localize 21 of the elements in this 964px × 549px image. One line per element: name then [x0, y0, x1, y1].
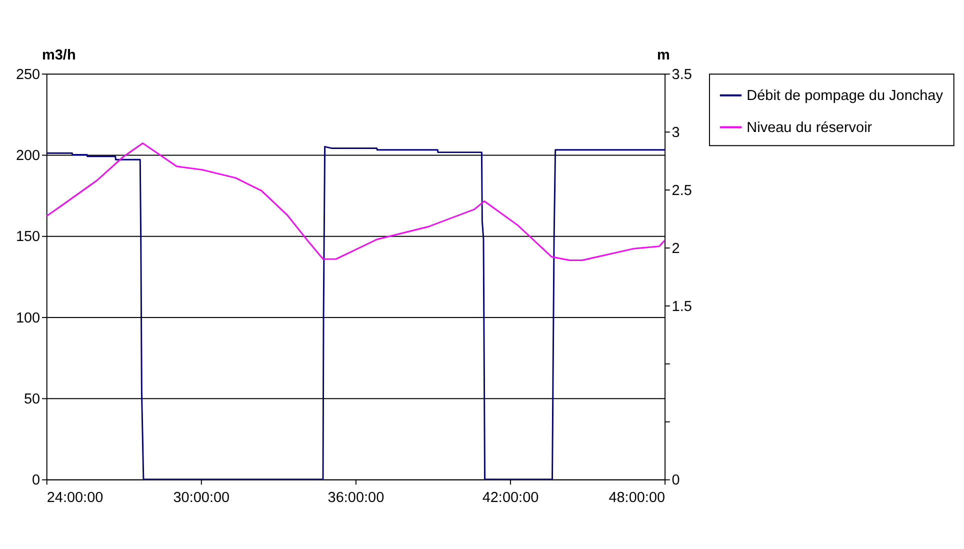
x-tick-label: 42:00:00 [482, 490, 539, 506]
y2-tick-label: 2 [672, 240, 680, 257]
x-tick-label: 48:00:00 [608, 490, 666, 506]
x-tick-label: 24:00:00 [46, 490, 104, 506]
y-tick-label: 150 [16, 229, 40, 246]
y-tick-label: 200 [16, 148, 40, 164]
x-tick-label: 30:00:00 [173, 490, 230, 506]
y2-axis-title: m [657, 48, 670, 64]
y-tick-label: 50 [24, 391, 40, 408]
y2-tick-label: 3.5 [672, 66, 692, 83]
legend-label: Niveau du réservoir [746, 120, 872, 136]
y-tick-label: 100 [16, 310, 40, 326]
y2-tick-label: 0 [672, 472, 680, 489]
y-axis-title: m3/h [42, 48, 76, 64]
y2-tick-label: 2.5 [672, 182, 692, 199]
x-tick-label: 36:00:00 [328, 490, 384, 506]
y-tick-label: 0 [32, 472, 40, 489]
legend-label: Débit de pompage du Jonchay [746, 88, 944, 104]
y-tick-label: 250 [16, 66, 40, 83]
y2-tick-label: 3 [672, 124, 680, 141]
y2-tick-label: 1.5 [672, 298, 692, 315]
